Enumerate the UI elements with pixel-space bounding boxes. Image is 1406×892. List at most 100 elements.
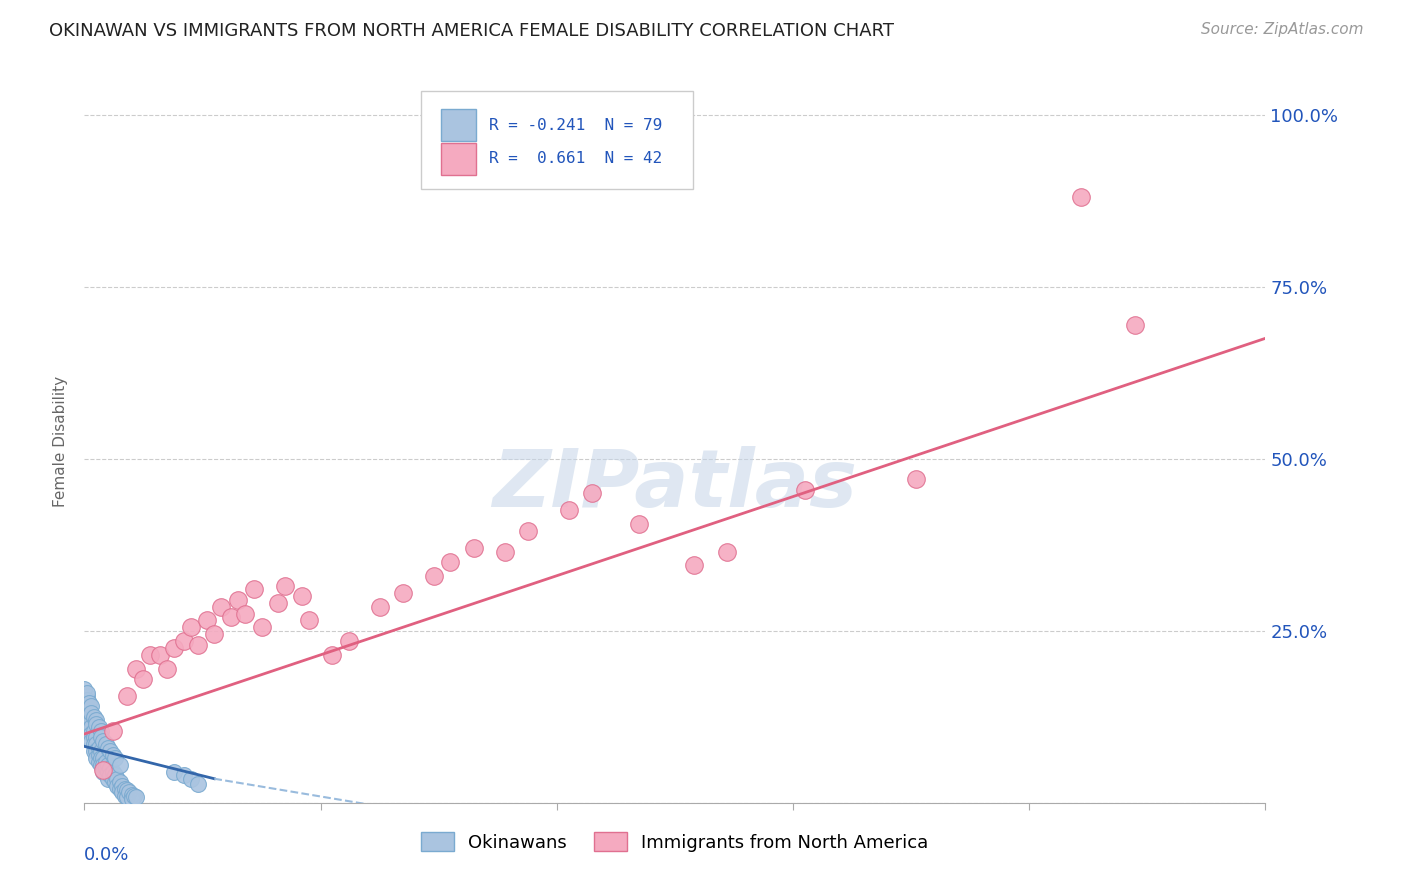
Point — [107, 772, 129, 786]
Point — [84, 737, 107, 751]
Point — [101, 772, 124, 786]
Point — [87, 747, 110, 762]
Point — [716, 544, 738, 558]
Point — [226, 592, 249, 607]
Point — [209, 599, 232, 614]
Point — [180, 620, 202, 634]
Point — [76, 706, 98, 721]
Point — [1125, 318, 1147, 332]
Point — [111, 779, 134, 793]
Point — [76, 689, 98, 703]
Point — [101, 723, 124, 738]
Point — [77, 723, 100, 738]
Point — [84, 716, 107, 731]
Y-axis label: Female Disability: Female Disability — [53, 376, 69, 508]
Point — [494, 544, 516, 558]
Text: R = -0.241  N = 79: R = -0.241 N = 79 — [489, 118, 662, 133]
Point — [91, 758, 114, 772]
Point — [84, 744, 107, 758]
Point — [291, 590, 314, 604]
Point — [91, 751, 114, 765]
Point — [97, 740, 120, 755]
Point — [173, 768, 195, 782]
Point — [80, 734, 103, 748]
Point — [101, 764, 124, 779]
Point — [87, 755, 110, 769]
Text: R =  0.661  N = 42: R = 0.661 N = 42 — [489, 151, 662, 166]
Point — [156, 662, 179, 676]
Point — [77, 703, 100, 717]
Point — [104, 768, 127, 782]
Point — [1070, 190, 1092, 204]
Point — [108, 782, 131, 797]
Point — [94, 755, 117, 769]
Point — [250, 620, 273, 634]
Point — [83, 731, 105, 745]
Point — [439, 555, 461, 569]
Point — [121, 788, 143, 802]
Point — [463, 541, 485, 556]
Point — [180, 772, 202, 786]
Point — [76, 686, 98, 700]
Text: OKINAWAN VS IMMIGRANTS FROM NORTH AMERICA FEMALE DISABILITY CORRELATION CHART: OKINAWAN VS IMMIGRANTS FROM NORTH AMERIC… — [49, 22, 894, 40]
Point — [368, 599, 391, 614]
Text: 0.0%: 0.0% — [84, 847, 129, 864]
Point — [80, 699, 103, 714]
Point — [83, 723, 105, 738]
Point — [163, 640, 186, 655]
Point — [83, 744, 105, 758]
Point — [233, 607, 256, 621]
Point — [517, 524, 540, 538]
Point — [94, 761, 117, 775]
Point — [76, 713, 98, 727]
Point — [267, 596, 290, 610]
Point — [80, 720, 103, 734]
Point — [392, 586, 415, 600]
Point — [115, 790, 138, 805]
Point — [114, 789, 136, 803]
Point — [581, 486, 603, 500]
Point — [115, 689, 138, 703]
Point — [90, 723, 112, 738]
Point — [125, 790, 148, 805]
Point — [173, 634, 195, 648]
Point — [84, 731, 107, 745]
Point — [187, 776, 209, 790]
Point — [91, 763, 114, 777]
Point — [107, 779, 129, 793]
Point — [97, 772, 120, 786]
Point — [104, 751, 127, 765]
Point — [114, 782, 136, 797]
Point — [628, 517, 651, 532]
FancyBboxPatch shape — [441, 109, 477, 141]
Point — [76, 692, 98, 706]
Point — [108, 758, 131, 772]
Point — [557, 503, 579, 517]
Point — [90, 751, 112, 765]
Point — [84, 751, 107, 765]
Point — [77, 716, 100, 731]
Point — [163, 764, 186, 779]
Point — [111, 785, 134, 799]
Point — [98, 768, 121, 782]
FancyBboxPatch shape — [420, 91, 693, 189]
Point — [91, 734, 114, 748]
Point — [80, 727, 103, 741]
Point — [97, 758, 120, 772]
Point — [101, 747, 124, 762]
Point — [98, 744, 121, 758]
Point — [87, 720, 110, 734]
Point — [139, 648, 162, 662]
Point — [219, 610, 242, 624]
Point — [202, 627, 225, 641]
Point — [84, 713, 107, 727]
Point — [90, 731, 112, 745]
Legend: Okinawans, Immigrants from North America: Okinawans, Immigrants from North America — [415, 825, 935, 859]
Point — [90, 758, 112, 772]
Point — [80, 713, 103, 727]
Point — [274, 579, 297, 593]
Point — [90, 744, 112, 758]
Point — [115, 783, 138, 797]
Point — [132, 672, 155, 686]
Point — [98, 761, 121, 775]
